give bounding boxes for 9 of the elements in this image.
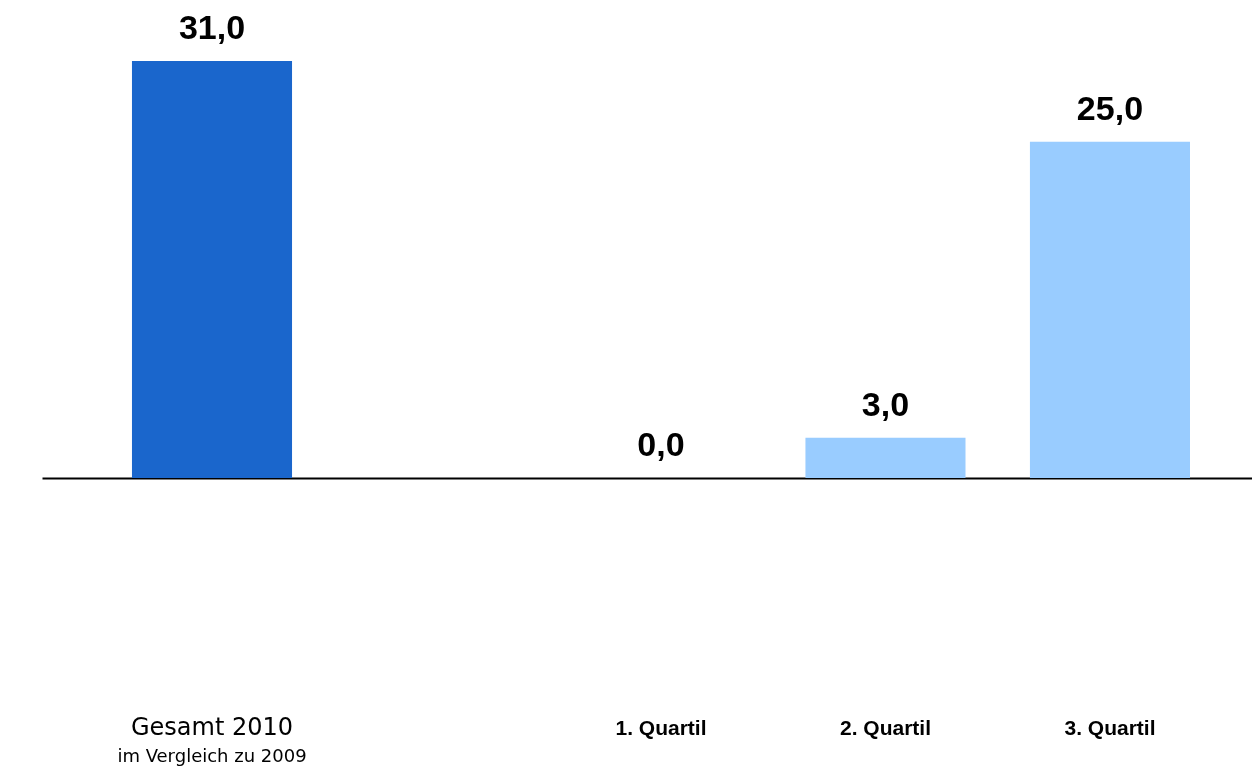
data-label: 0,0 (637, 425, 685, 463)
x-tick-label: 1. Quartil (615, 716, 707, 739)
x-tick-label: Gesamt 2010 (130, 713, 294, 741)
text: im Vergleich zu 2009 (117, 745, 307, 766)
data-label: 25,0 (1076, 88, 1144, 127)
data-label: 3,0 (861, 384, 910, 423)
x-tick-label: 3. Quartil (1064, 716, 1156, 739)
data-label: 31,0 (178, 8, 246, 46)
x-tick-label: 2. Quartil (839, 716, 931, 739)
